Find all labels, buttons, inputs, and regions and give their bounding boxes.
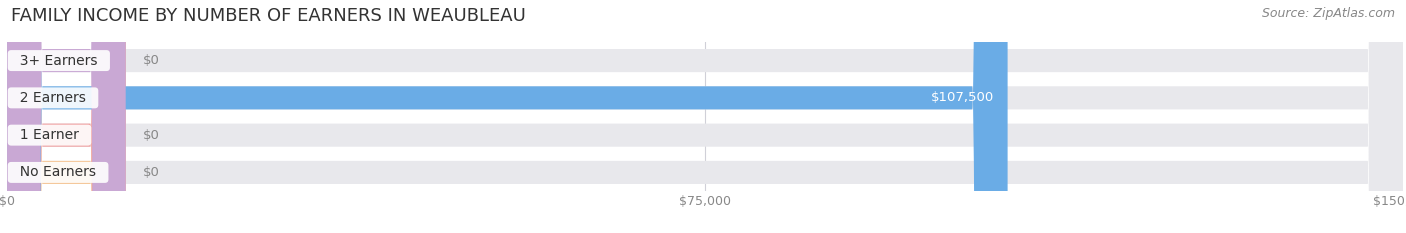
FancyBboxPatch shape bbox=[7, 0, 1008, 233]
Text: No Earners: No Earners bbox=[11, 165, 105, 179]
FancyBboxPatch shape bbox=[7, 0, 1403, 233]
FancyBboxPatch shape bbox=[7, 0, 125, 233]
FancyBboxPatch shape bbox=[7, 0, 1403, 233]
FancyBboxPatch shape bbox=[7, 0, 125, 233]
Text: 1 Earner: 1 Earner bbox=[11, 128, 87, 142]
Text: $0: $0 bbox=[142, 166, 159, 179]
Text: Source: ZipAtlas.com: Source: ZipAtlas.com bbox=[1261, 7, 1395, 20]
Text: $0: $0 bbox=[142, 54, 159, 67]
Text: 3+ Earners: 3+ Earners bbox=[11, 54, 107, 68]
Text: $107,500: $107,500 bbox=[931, 91, 994, 104]
FancyBboxPatch shape bbox=[7, 0, 125, 233]
FancyBboxPatch shape bbox=[7, 0, 1403, 233]
Text: FAMILY INCOME BY NUMBER OF EARNERS IN WEAUBLEAU: FAMILY INCOME BY NUMBER OF EARNERS IN WE… bbox=[11, 7, 526, 25]
FancyBboxPatch shape bbox=[7, 0, 1403, 233]
Text: 2 Earners: 2 Earners bbox=[11, 91, 94, 105]
Text: $0: $0 bbox=[142, 129, 159, 142]
